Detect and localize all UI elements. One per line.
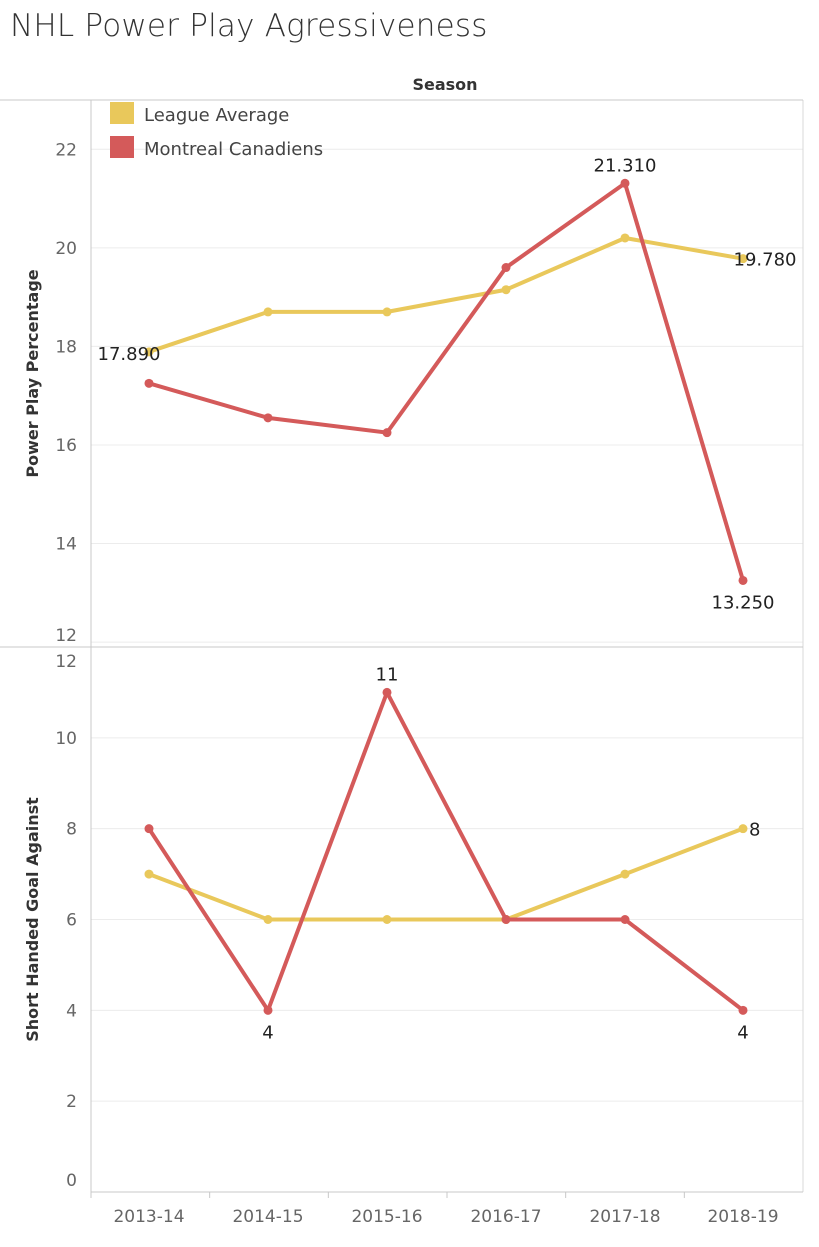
- y-tick-label: 6: [66, 911, 77, 931]
- data-point: [738, 1005, 748, 1015]
- series-line-league-average: [148, 235, 744, 354]
- y-tick-label: 2: [66, 1092, 77, 1112]
- data-point: [501, 285, 511, 295]
- y-tick-label: 16: [55, 436, 77, 456]
- data-point: [620, 915, 630, 924]
- series-line-league-average: [148, 826, 744, 922]
- chart-title: NHL Power Play Agressiveness: [10, 8, 488, 44]
- data-label: 13.250: [712, 592, 775, 613]
- data-point: [263, 413, 273, 423]
- data-label: 19.780: [734, 250, 797, 271]
- x-tick-label: 2018-19: [707, 1207, 778, 1227]
- data-point: [263, 915, 273, 924]
- data-point: [738, 254, 748, 264]
- data-point: [144, 824, 154, 834]
- y-axis-title: Power Play Percentage: [23, 269, 42, 477]
- series-line-montreal-canadiens: [147, 690, 745, 1013]
- y-tick-label: 18: [55, 337, 77, 357]
- data-point: [382, 915, 392, 924]
- data-label: 8: [749, 820, 760, 841]
- data-point: [501, 915, 511, 924]
- y-tick-label: 0: [66, 1171, 77, 1191]
- data-point: [263, 307, 273, 317]
- y-tick-label: 10: [55, 729, 77, 749]
- x-tick-label: 2017-18: [589, 1207, 660, 1227]
- y-tick-label: 12: [55, 652, 77, 672]
- legend-label: Montreal Canadiens: [144, 139, 323, 160]
- column-header: Season: [412, 75, 477, 94]
- data-point: [620, 869, 630, 879]
- data-point: [738, 824, 748, 834]
- data-label: 4: [737, 1022, 748, 1043]
- data-label: 11: [376, 664, 399, 685]
- legend-label: League Average: [144, 105, 289, 126]
- y-axis-title: Short Handed Goal Against: [23, 797, 42, 1042]
- x-tick-label: 2014-15: [232, 1207, 303, 1227]
- data-point: [382, 687, 392, 697]
- data-point: [620, 233, 630, 243]
- data-point: [382, 428, 392, 438]
- data-point: [263, 1005, 273, 1015]
- data-point: [501, 263, 511, 273]
- x-tick-label: 2013-14: [113, 1207, 184, 1227]
- y-tick-label: 22: [55, 140, 77, 160]
- x-tick-label: 2015-16: [351, 1207, 422, 1227]
- y-tick-label: 12: [55, 626, 77, 646]
- data-label: 21.310: [594, 155, 657, 176]
- y-tick-label: 20: [55, 239, 77, 259]
- legend-swatch: [110, 102, 134, 124]
- data-point: [144, 869, 154, 879]
- data-point: [620, 178, 630, 188]
- data-point: [382, 307, 392, 317]
- series-line-montreal-canadiens: [148, 181, 745, 582]
- data-point: [738, 575, 748, 585]
- legend-swatch: [110, 136, 134, 158]
- data-point: [144, 378, 154, 388]
- data-label: 4: [262, 1022, 273, 1043]
- y-tick-label: 8: [66, 820, 77, 840]
- data-label: 17.890: [98, 344, 161, 365]
- y-tick-label: 14: [55, 535, 77, 555]
- x-tick-label: 2016-17: [470, 1207, 541, 1227]
- data-point: [144, 347, 154, 357]
- y-tick-label: 4: [66, 1001, 77, 1021]
